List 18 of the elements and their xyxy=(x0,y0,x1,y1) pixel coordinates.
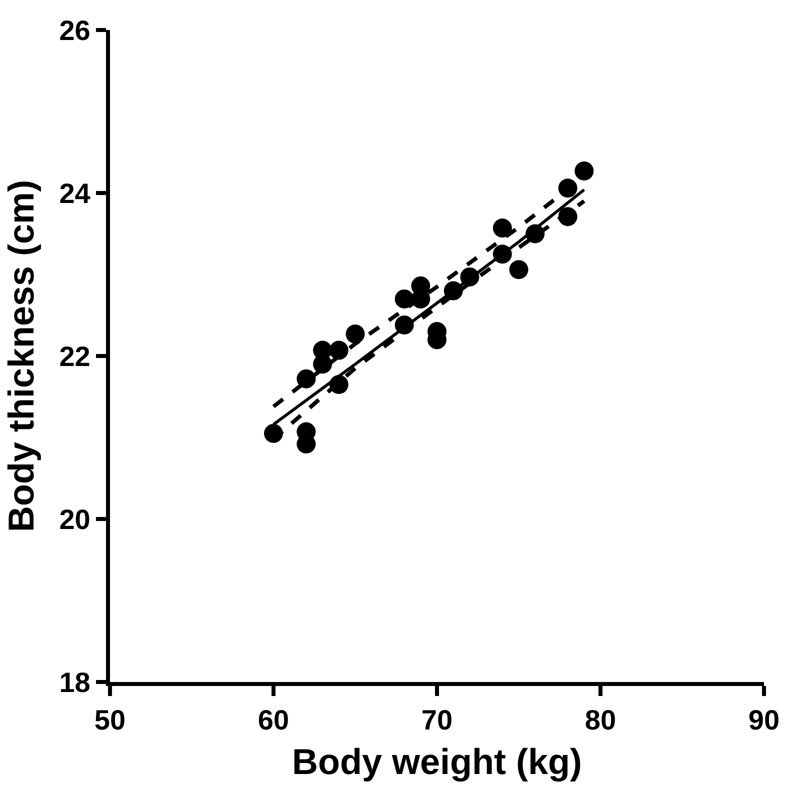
x-tick-label: 80 xyxy=(584,704,616,736)
point xyxy=(574,162,594,180)
y-axis-title: Body thickness (cm) xyxy=(0,180,42,532)
x-tick-label: 50 xyxy=(94,704,126,736)
y-tick-label: 22 xyxy=(59,340,90,372)
point xyxy=(329,340,348,360)
y-tick-label: 26 xyxy=(59,14,90,46)
x-tick-label: 90 xyxy=(748,704,780,736)
point xyxy=(296,369,316,388)
x-tick-label: 70 xyxy=(421,704,453,736)
point xyxy=(492,218,512,238)
point xyxy=(346,324,365,344)
y-tick-label: 18 xyxy=(59,666,90,698)
y-tick-label: 24 xyxy=(59,178,91,209)
x-axis-title: Body weight (kg) xyxy=(292,740,582,782)
point xyxy=(509,260,528,280)
x-tick-label: 60 xyxy=(258,704,290,736)
y-tick-label: 20 xyxy=(59,504,90,535)
